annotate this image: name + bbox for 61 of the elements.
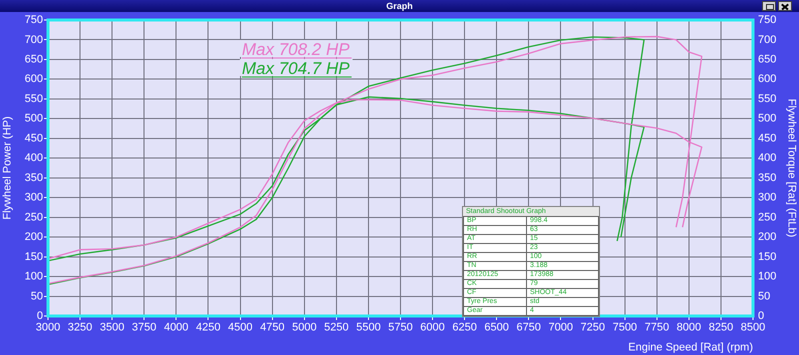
y-tick-label: 550 [24,92,43,105]
x-tick-label: 5750 [388,322,413,334]
x-tick-label: 3000 [36,322,60,334]
x-tick-label: 4750 [260,322,285,334]
x-tick-label: 3500 [100,322,124,334]
y2-tick-label: 400 [758,152,776,164]
annotation: Max 704.7 HP [242,59,350,78]
chart-title: Graph [0,0,799,12]
x-axis-title: Engine Speed [Rat] (rpm) [628,341,753,354]
x-tick-label: 8000 [676,322,702,334]
y2-tick-label: 150 [758,250,776,263]
y2-tick-label: 600 [758,73,776,86]
y-tick-label: 650 [24,54,43,66]
y-tick-label: 700 [24,34,43,46]
x-tick-label: 5500 [356,322,381,334]
x-tick-label: 5250 [324,322,349,334]
y-tick-label: 600 [24,73,43,86]
x-tick-label: 7000 [548,322,573,334]
y-tick-label: 150 [24,250,43,263]
y-tick-label: 100 [24,270,43,283]
x-tick-label: 6500 [484,322,509,334]
x-tick-label: 6750 [516,322,541,334]
y-tick-label: 750 [24,14,43,26]
y2-tick-label: 300 [758,192,776,204]
y2-tick-label: 700 [758,34,776,46]
y2-tick-label: 200 [758,231,776,244]
y-tick-label: 50 [30,290,43,302]
x-tick-label: 8500 [740,322,766,334]
y-tick-label: 450 [24,132,43,144]
y-tick-label: 0 [36,310,43,322]
x-tick-label: 7250 [580,322,606,334]
y2-axis-title: Flywheel Torque [Rat] (FtLb) [785,98,798,238]
annotation: Max 708.2 HP [242,40,350,59]
y-tick-label: 350 [24,172,43,184]
x-tick-label: 4250 [196,322,220,334]
y-axis-title: Flywheel Power (HP) [2,116,14,220]
x-tick-label: 5000 [292,322,317,334]
y2-tick-label: 100 [758,270,776,283]
x-tick-label: 4500 [228,322,253,334]
y2-tick-label: 450 [758,132,776,144]
y2-tick-label: 500 [758,112,776,125]
x-tick-label: 3250 [68,322,92,334]
y-tick-label: 500 [24,112,43,125]
y-tick-label: 250 [24,211,43,224]
x-tick-label: 7750 [644,322,670,334]
y2-tick-label: 550 [758,92,776,105]
x-tick-label: 3750 [132,322,156,334]
y2-tick-label: 250 [758,211,776,224]
x-tick-label: 6250 [452,322,477,334]
y2-tick-label: 0 [758,310,764,322]
y2-tick-label: 650 [758,54,776,66]
y-tick-label: 300 [24,192,43,204]
y-tick-label: 200 [24,231,43,244]
y2-tick-label: 750 [758,14,776,26]
x-tick-label: 7500 [612,322,638,334]
x-tick-label: 6000 [420,322,445,334]
y-tick-label: 400 [24,152,43,164]
y2-tick-label: 50 [758,290,770,302]
x-tick-label: 4000 [164,322,188,334]
x-tick-label: 8250 [708,322,734,334]
y2-tick-label: 350 [758,172,776,184]
